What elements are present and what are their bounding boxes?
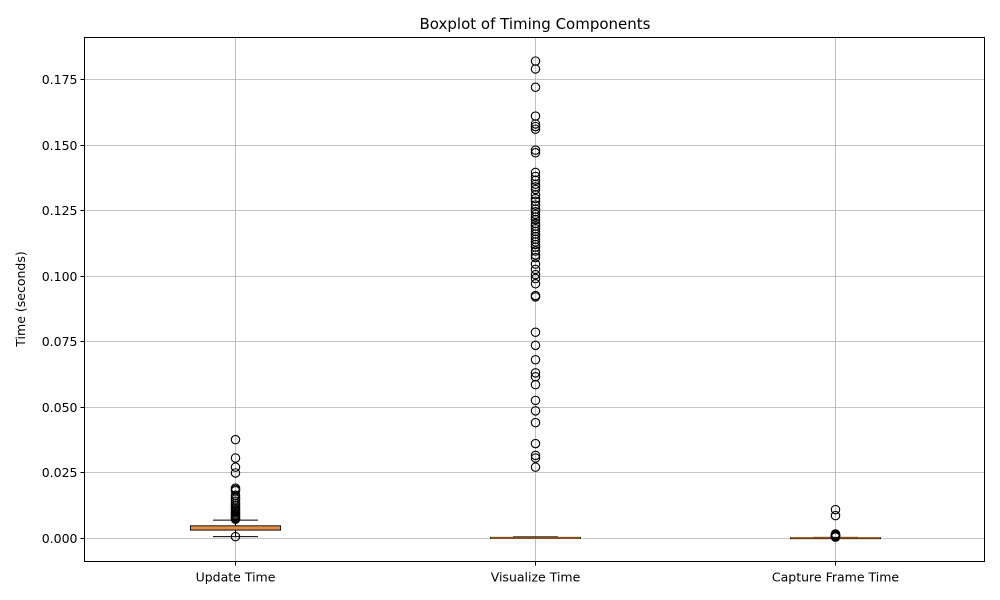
outlier-point [830,510,841,521]
y-tick-label: 0.050 [42,400,78,415]
outlier-point [530,200,541,210]
outlier-point [530,438,541,449]
outlier-point [530,64,541,74]
y-tick-label: 0.150 [42,138,78,153]
outlier-point [530,327,541,337]
plot-frame [84,37,985,562]
outlier-point [530,264,541,275]
y-axis-label: Time (seconds) [13,251,28,347]
outlier-point [530,239,541,250]
y-tick-label: 0.075 [42,334,78,349]
outlier-point [530,189,541,200]
y-tick-label: 0.125 [42,203,78,218]
outlier-point [530,179,541,189]
outlier-point [530,252,541,263]
outlier-point [530,292,541,302]
y-axis-ticks: 0.000 0.025 0.050 0.075 0.100 0.125 0.150 0.175 [42,72,85,546]
outlier-point [530,145,541,155]
outlier-point [230,514,241,525]
outlier-point [530,121,541,132]
box-group [190,434,281,542]
outlier-point [530,340,541,351]
x-axis-ticks: Update Time Visualize Time Capture Frame T… [196,561,899,585]
outlier-point [530,82,541,93]
outlier-point [530,237,541,247]
outlier-point [530,379,541,390]
outlier-point [530,214,541,225]
outlier-point [530,119,541,129]
y-tick-label: 0.000 [42,531,78,546]
outlier-point [530,450,541,461]
x-tick-label: Visualize Time [491,570,581,585]
outlier-point [530,395,541,406]
outlier-point [530,259,541,269]
outlier-point [530,368,541,378]
chart-title: Boxplot of Timing Components [420,15,651,33]
outlier-point [830,504,841,515]
outlier-point [530,269,541,280]
outlier-point [530,124,541,134]
outlier-point [230,468,241,478]
outlier-point [530,209,541,220]
outlier-point [830,532,841,542]
outlier-point [530,406,541,416]
outlier-point [530,193,541,204]
outlier-point [530,175,541,186]
outlier-point [230,462,241,472]
boxes-layer [190,56,881,542]
box-group [490,56,581,539]
outlier-point [530,355,541,365]
outlier-point [530,453,541,463]
outlier-point [530,279,541,289]
outlier-point [530,417,541,428]
outlier-point [530,246,541,256]
y-tick-label: 0.100 [42,269,78,284]
outlier-point [530,250,541,260]
outlier-point [530,462,541,472]
y-tick-label: 0.175 [42,72,78,87]
x-tick-label: Capture Frame Time [772,570,899,585]
x-tick-label: Update Time [196,570,276,585]
outlier-point [530,148,541,158]
outlier-point [530,212,541,222]
outlier-point [530,273,541,284]
outlier-point [230,453,241,463]
outlier-point [230,434,241,445]
y-tick-label: 0.025 [42,465,78,480]
outlier-point [530,184,541,195]
box-group [790,504,881,542]
outlier-point [230,531,241,542]
